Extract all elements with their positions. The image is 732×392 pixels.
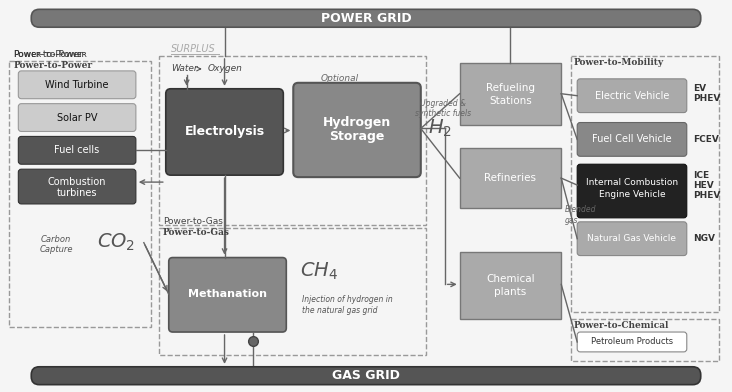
Text: Storage: Storage [329, 130, 385, 143]
Text: Petroleum Products: Petroleum Products [591, 338, 673, 347]
Text: Refineries: Refineries [485, 173, 537, 183]
Text: Fuel cells: Fuel cells [54, 145, 100, 155]
Text: PHEV: PHEV [692, 94, 720, 103]
Text: EV: EV [692, 84, 706, 93]
Text: FCEV: FCEV [692, 135, 719, 144]
Text: Pᴏᴡᴇʀ-ᴛᴏ-Pᴏᴡᴇʀ: Pᴏᴡᴇʀ-ᴛᴏ-Pᴏᴡᴇʀ [13, 50, 87, 59]
Text: Power-to-Mobility: Power-to-Mobility [573, 58, 663, 67]
Bar [571, 56, 719, 312]
Text: Engine Vehicle: Engine Vehicle [599, 189, 665, 198]
Text: NGV: NGV [692, 234, 714, 243]
Text: Stations: Stations [489, 96, 532, 106]
Text: Hydrogen: Hydrogen [323, 116, 391, 129]
Bar [571, 319, 719, 361]
FancyBboxPatch shape [165, 89, 283, 175]
Bar [460, 148, 561, 208]
Text: Combustion: Combustion [48, 177, 106, 187]
Text: Optional: Optional [321, 74, 359, 83]
Text: Power-to-Chemical: Power-to-Chemical [573, 321, 668, 330]
Bar [10, 61, 151, 327]
Bar [460, 252, 561, 319]
FancyBboxPatch shape [294, 83, 421, 177]
Text: Internal Combustion: Internal Combustion [586, 178, 678, 187]
Text: Power-to-Power: Power-to-Power [13, 50, 83, 59]
Text: HEV: HEV [692, 181, 714, 190]
FancyBboxPatch shape [18, 169, 136, 204]
Text: Upgraded &
synthetic fuels: Upgraded & synthetic fuels [414, 99, 471, 118]
Text: $CH_4$: $CH_4$ [300, 261, 338, 282]
Text: Solar PV: Solar PV [57, 113, 97, 123]
Text: Carbon
Capture: Carbon Capture [40, 235, 73, 254]
Text: Fuel Cell Vehicle: Fuel Cell Vehicle [592, 134, 672, 144]
FancyBboxPatch shape [578, 79, 687, 113]
FancyBboxPatch shape [578, 222, 687, 256]
Text: GAS GRID: GAS GRID [332, 369, 400, 382]
Text: Natural Gas Vehicle: Natural Gas Vehicle [588, 234, 676, 243]
Text: $CO_2$: $CO_2$ [97, 232, 135, 253]
Text: the natural gas grid: the natural gas grid [302, 306, 378, 315]
Text: Power-to-Power: Power-to-Power [13, 61, 92, 70]
Text: Electrolysis: Electrolysis [184, 125, 264, 138]
Text: ICE: ICE [692, 171, 709, 180]
FancyBboxPatch shape [18, 103, 136, 131]
FancyBboxPatch shape [31, 9, 701, 27]
FancyBboxPatch shape [578, 164, 687, 218]
Text: Chemical: Chemical [486, 274, 535, 285]
FancyBboxPatch shape [18, 136, 136, 164]
Text: Wind Turbine: Wind Turbine [45, 80, 109, 90]
Text: Power-to-Gas: Power-to-Gas [163, 228, 230, 237]
Bar [159, 56, 426, 225]
Text: Methanation: Methanation [188, 289, 267, 299]
Text: plants: plants [494, 287, 526, 297]
Text: SURPLUS: SURPLUS [171, 44, 215, 54]
Bar [460, 63, 561, 125]
FancyBboxPatch shape [578, 332, 687, 352]
Text: POWER GRID: POWER GRID [321, 12, 411, 25]
Text: Water: Water [171, 64, 198, 73]
Text: Oxygen: Oxygen [208, 64, 242, 73]
Text: turbines: turbines [57, 188, 97, 198]
FancyBboxPatch shape [578, 123, 687, 156]
Text: $H_2$: $H_2$ [427, 118, 452, 139]
Text: Blended
gas: Blended gas [565, 205, 597, 225]
FancyBboxPatch shape [18, 71, 136, 99]
Text: Refueling: Refueling [486, 83, 535, 93]
Text: Electric Vehicle: Electric Vehicle [595, 91, 669, 101]
Bar [159, 228, 426, 355]
FancyBboxPatch shape [31, 367, 701, 385]
Text: PHEV: PHEV [692, 191, 720, 200]
Text: Injection of hydrogen in: Injection of hydrogen in [302, 295, 393, 304]
Text: Power-to-Gas: Power-to-Gas [163, 217, 223, 226]
FancyBboxPatch shape [169, 258, 286, 332]
